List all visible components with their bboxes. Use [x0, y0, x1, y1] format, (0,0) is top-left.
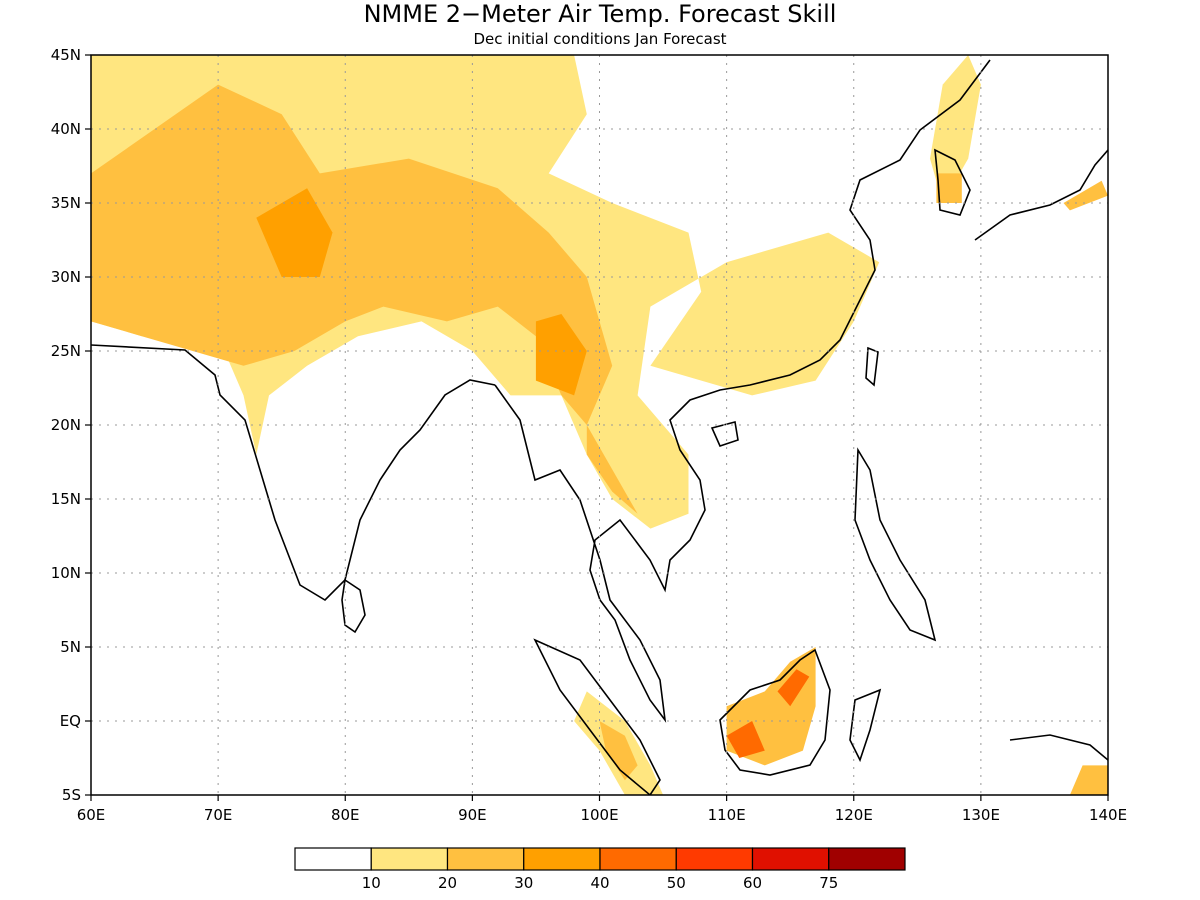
y-tick-label: 40N — [51, 120, 81, 138]
y-tick-label: EQ — [60, 712, 81, 730]
colorbar: 10 20 30 40 50 60 75 — [294, 847, 906, 892]
skill-region-11 — [726, 721, 765, 758]
skill-region-7 — [1063, 180, 1108, 211]
y-tick-label: 10N — [51, 564, 81, 582]
map-subtitle: Dec initial conditions Jan Forecast — [473, 30, 726, 48]
colorbar-box — [599, 847, 677, 871]
skill-region-12 — [777, 669, 810, 707]
coastline-india — [91, 344, 496, 602]
colorbar-label: 40 — [590, 874, 609, 892]
x-tick-label: 70E — [204, 806, 233, 824]
coastline-sri-lanka — [341, 578, 366, 634]
skill-region-4 — [535, 314, 587, 396]
axes: 60E 70E 80E 90E 100E 110E 120E 130E 140E 45N 40N 35… — [51, 46, 1127, 824]
x-tick-label: 140E — [1089, 806, 1127, 824]
colorbar-box — [294, 847, 372, 871]
x-tick-label: 80E — [331, 806, 360, 824]
x-tick-label: 60E — [77, 806, 106, 824]
x-tick-label: 130E — [962, 806, 1000, 824]
y-tick-label: 30N — [51, 268, 81, 286]
y-tick-label: 20N — [51, 416, 81, 434]
colorbar-label: 30 — [514, 874, 533, 892]
coastline-new-guinea — [1009, 734, 1108, 761]
y-tick-label: 25N — [51, 342, 81, 360]
colorbar-box — [828, 847, 906, 871]
coastline-japan — [974, 149, 1108, 241]
skill-region-3 — [256, 188, 333, 277]
colorbar-box — [751, 847, 830, 871]
colorbar-label: 60 — [743, 874, 762, 892]
x-tick-label: 90E — [458, 806, 487, 824]
y-tick-label: 5S — [62, 786, 81, 804]
coastline-mainland-southeast-asia — [494, 59, 991, 723]
colorbar-label: 50 — [667, 874, 686, 892]
y-tick-label: 35N — [51, 194, 81, 212]
skill-region-9 — [599, 721, 638, 781]
coastline-korea — [934, 148, 971, 216]
skill-shading — [91, 55, 1108, 795]
y-tick-label: 15N — [51, 490, 81, 508]
colorbar-box — [675, 847, 754, 871]
x-tick-label: 100E — [580, 806, 618, 824]
gridlines — [91, 55, 1108, 795]
colorbar-label: 20 — [438, 874, 457, 892]
x-tick-label: 120E — [835, 806, 873, 824]
coastlines — [91, 59, 1108, 795]
colorbar-box — [446, 847, 525, 871]
skill-region-6 — [936, 173, 962, 203]
colorbar-label: 75 — [819, 874, 838, 892]
map-title: NMME 2−Meter Air Temp. Forecast Skill — [364, 0, 837, 28]
coastline-taiwan — [865, 346, 879, 387]
coastline-borneo — [719, 648, 831, 776]
coastline-hainan — [710, 421, 739, 447]
colorbar-box — [523, 847, 601, 871]
coastline-sumatra — [533, 638, 661, 795]
colorbar-box — [370, 847, 449, 871]
x-tick-label: 110E — [708, 806, 746, 824]
skill-region-13 — [1069, 765, 1108, 795]
y-tick-label: 5N — [60, 638, 81, 656]
coastline-sulawesi — [849, 688, 882, 763]
coastline-philippines — [854, 447, 937, 642]
colorbar-label: 10 — [362, 874, 381, 892]
skill-region-1 — [91, 84, 613, 425]
y-tick-label: 45N — [51, 46, 81, 64]
